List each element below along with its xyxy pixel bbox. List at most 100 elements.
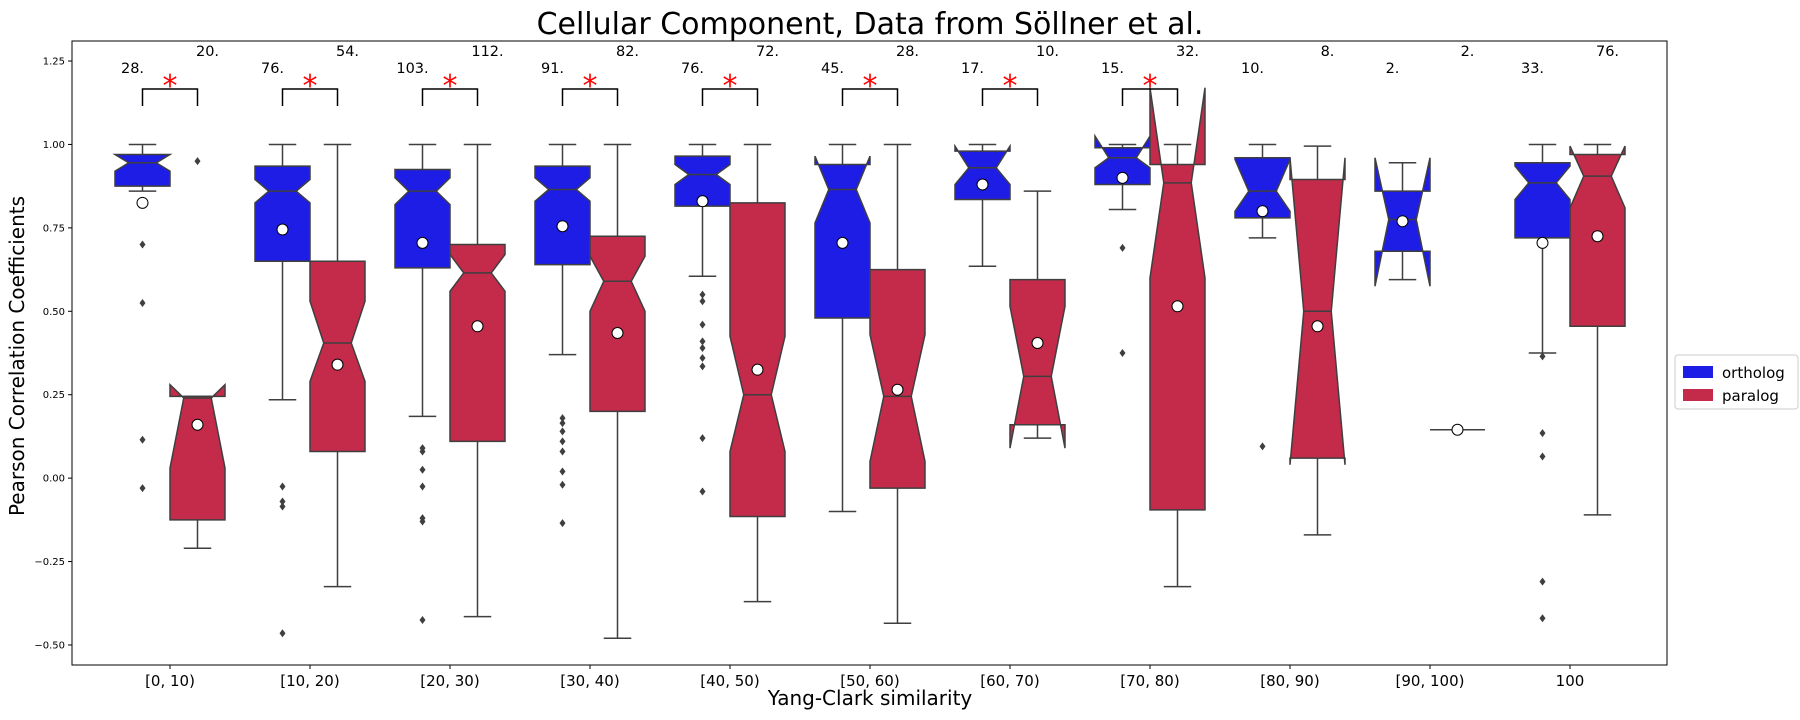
outlier-point <box>699 320 706 329</box>
box-ortholog <box>112 153 173 187</box>
outlier-point <box>559 467 566 476</box>
box-paralog <box>1009 278 1066 449</box>
outlier-point <box>699 343 706 352</box>
box-ortholog <box>254 165 311 262</box>
outlier-point <box>419 465 426 474</box>
outlier-point <box>559 447 566 456</box>
mean-marker <box>1116 171 1129 184</box>
box-paralog <box>589 235 646 413</box>
box-ortholog <box>954 143 1011 201</box>
mean-marker <box>136 196 149 209</box>
mean-marker <box>276 223 289 236</box>
mean-marker <box>331 358 344 371</box>
outlier-point <box>139 240 146 249</box>
outlier-point <box>1119 243 1126 252</box>
outlier-point <box>279 482 286 491</box>
mean-marker <box>1591 230 1604 243</box>
count-label-ortholog: 91. <box>541 61 564 77</box>
x-tick-label: [40, 50) <box>700 672 759 690</box>
box-paralog <box>309 260 366 453</box>
mean-marker <box>891 383 904 396</box>
box-paralog <box>449 243 506 443</box>
plot-area: −0.50 −0.25 0.00 0.25 0.50 0.75 1.00 1.25 [0, 10… <box>34 44 1626 690</box>
mean-marker <box>416 236 429 249</box>
mean-marker <box>1256 205 1269 218</box>
x-tick-label: [50, 60) <box>840 672 899 690</box>
y-tick-label: −0.50 <box>34 640 65 651</box>
significance-bracket <box>421 88 479 106</box>
outlier-point <box>279 629 286 638</box>
outlier-point <box>699 337 706 346</box>
x-tick-label: [20, 30) <box>420 672 479 690</box>
legend-swatch-paralog <box>1683 389 1713 401</box>
box-paralog <box>729 202 786 518</box>
legend-label-paralog: paralog <box>1722 387 1779 405</box>
box-ortholog <box>1514 162 1571 239</box>
mean-marker <box>751 363 764 376</box>
legend: ortholog paralog <box>1674 354 1799 410</box>
mean-marker <box>1396 215 1409 228</box>
outlier-point <box>559 437 566 446</box>
outlier-point <box>1539 614 1546 623</box>
box-paralog <box>869 268 926 489</box>
count-label-paralog: 82. <box>616 44 639 60</box>
outlier-point <box>699 487 706 496</box>
x-tick-label: [70, 80) <box>1120 672 1179 690</box>
chart-title: Cellular Component, Data from Söllner et… <box>537 7 1204 42</box>
box-ortholog <box>674 155 731 207</box>
count-label-paralog: 2. <box>1461 44 1475 60</box>
count-label-ortholog: 2. <box>1386 61 1400 77</box>
significance-star: * <box>303 69 318 104</box>
y-tick-label: 0.25 <box>43 390 65 401</box>
x-tick-label: [30, 40) <box>560 672 619 690</box>
mean-marker <box>191 418 204 431</box>
outlier-point <box>419 615 426 624</box>
count-label-paralog: 76. <box>1596 44 1619 60</box>
count-label-ortholog: 76. <box>681 61 704 77</box>
outlier-point <box>559 414 566 423</box>
significance-bracket <box>281 88 339 106</box>
count-label-paralog: 28. <box>896 44 919 60</box>
outlier-point <box>699 297 706 306</box>
x-tick-label: [10, 20) <box>280 672 339 690</box>
x-tick-label: 100 <box>1556 672 1585 690</box>
mean-marker <box>1031 336 1044 349</box>
y-tick-label: 1.00 <box>43 140 65 151</box>
outlier-point <box>1259 442 1266 451</box>
count-label-paralog: 54. <box>336 44 359 60</box>
outlier-point <box>1539 429 1546 438</box>
outlier-point <box>279 502 286 511</box>
significance-star: * <box>1143 69 1158 104</box>
x-tick-label: [0, 10) <box>145 672 195 690</box>
count-label-ortholog: 10. <box>1241 61 1264 77</box>
count-label-ortholog: 103. <box>396 61 428 77</box>
mean-marker <box>836 236 849 249</box>
outlier-point <box>559 480 566 489</box>
significance-bracket <box>841 88 899 106</box>
significance-star: * <box>163 69 178 104</box>
significance-star: * <box>723 69 738 104</box>
outlier-point <box>419 447 426 456</box>
y-tick-label: 1.25 <box>43 57 65 68</box>
outlier-point <box>139 298 146 307</box>
mean-marker <box>1536 236 1549 249</box>
x-tick-label: [80, 90) <box>1260 672 1319 690</box>
count-label-paralog: 72. <box>756 44 779 60</box>
count-label-ortholog: 76. <box>261 61 284 77</box>
outlier-point <box>699 434 706 443</box>
outlier-point <box>419 517 426 526</box>
count-label-ortholog: 28. <box>121 61 144 77</box>
legend-swatch-ortholog <box>1683 366 1713 378</box>
y-axis-label: Pearson Correlation Coefficients <box>5 196 29 516</box>
outlier-point <box>419 482 426 491</box>
outlier-point <box>699 362 706 371</box>
count-label-ortholog: 17. <box>961 61 984 77</box>
outlier-point <box>559 427 566 436</box>
box-paralog <box>1149 87 1206 511</box>
x-tick-label: [90, 100) <box>1396 672 1465 690</box>
count-label-ortholog: 45. <box>821 61 844 77</box>
outlier-point <box>1539 577 1546 586</box>
outlier-point <box>194 157 201 166</box>
outlier-point <box>139 435 146 444</box>
box-ortholog <box>534 165 591 266</box>
